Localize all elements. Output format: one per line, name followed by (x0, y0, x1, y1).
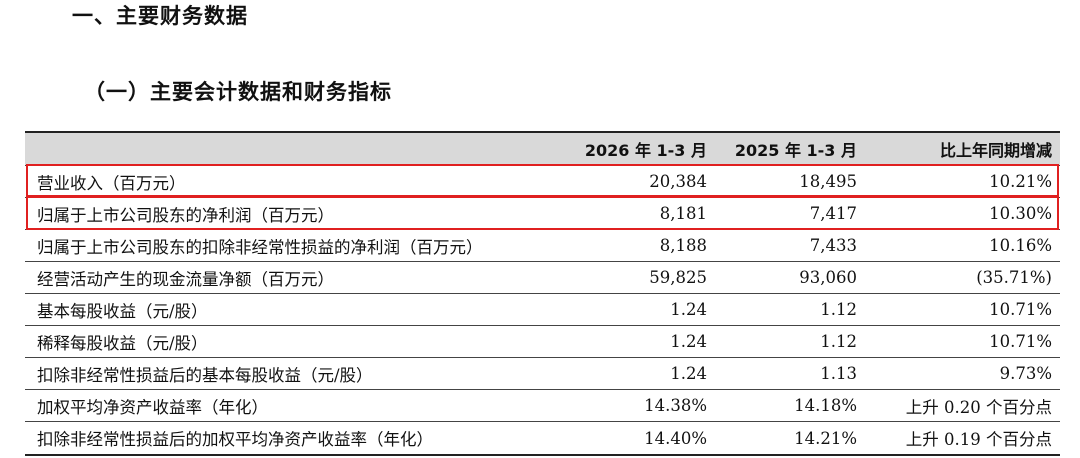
value-change: 上升 0.19 个百分点 (905, 430, 1052, 449)
value-change: 上升 0.20 个百分点 (905, 397, 1052, 417)
value-2026: 1.24 (670, 300, 707, 319)
table-row: 归属于上市公司股东的净利润（百万元） 8,181 7,417 10.30% (25, 198, 1060, 230)
value-2026: 1.24 (670, 364, 707, 383)
row-label: 基本每股收益（元/股） (37, 301, 208, 321)
table-header-row: 2026 年 1-3 月 2025 年 1-3 月 比上年同期增减 (25, 133, 1060, 166)
row-label: 扣除非经常性损益后的加权平均净资产收益率（年化） (37, 430, 433, 449)
table-row: 基本每股收益（元/股） 1.24 1.12 10.71% (25, 294, 1060, 326)
table-row: 加权平均净资产收益率（年化） 14.38% 14.18% 上升 0.20 个百分… (25, 390, 1060, 422)
financial-data-table: 2026 年 1-3 月 2025 年 1-3 月 比上年同期增减 营业收入（百… (25, 131, 1060, 456)
header-2026-q1: 2026 年 1-3 月 (584, 141, 707, 160)
value-2026: 8,181 (659, 204, 707, 223)
value-2025: 7,433 (809, 236, 857, 255)
table-row: 稀释每股收益（元/股） 1.24 1.12 10.71% (25, 326, 1060, 358)
value-change: (35.71%) (976, 268, 1052, 287)
subsection-title: （一）主要会计数据和财务指标 (84, 80, 392, 104)
row-label: 稀释每股收益（元/股） (37, 333, 208, 353)
value-change: 10.16% (989, 236, 1052, 255)
value-2025: 7,417 (809, 204, 857, 223)
row-label: 加权平均净资产收益率（年化） (37, 397, 268, 417)
row-label: 归属于上市公司股东的扣除非经常性损益的净利润（百万元） (37, 237, 483, 257)
table-row: 经营活动产生的现金流量净额（百万元） 59,825 93,060 (35.71%… (25, 262, 1060, 294)
value-2025: 14.21% (794, 428, 857, 448)
value-2025: 14.18% (794, 396, 857, 415)
row-label: 扣除非经常性损益后的基本每股收益（元/股） (37, 365, 373, 385)
value-2026: 8,188 (659, 236, 707, 255)
row-label: 营业收入（百万元） (37, 173, 186, 193)
value-2026: 20,384 (649, 172, 707, 191)
value-change: 10.71% (989, 300, 1052, 319)
header-2025-q1: 2025 年 1-3 月 (734, 141, 857, 160)
value-2025: 18,495 (799, 172, 857, 191)
value-change: 10.71% (989, 332, 1052, 351)
value-2026: 14.38% (644, 396, 707, 415)
table-row: 扣除非经常性损益后的基本每股收益（元/股） 1.24 1.13 9.73% (25, 358, 1060, 390)
table-row: 归属于上市公司股东的扣除非经常性损益的净利润（百万元） 8,188 7,433 … (25, 230, 1060, 262)
value-change: 9.73% (999, 364, 1052, 383)
value-change: 10.21% (989, 172, 1052, 191)
value-2026: 59,825 (649, 268, 707, 287)
table-row: 营业收入（百万元） 20,384 18,495 10.21% (25, 166, 1060, 198)
section-title: 一、主要财务数据 (72, 4, 248, 28)
value-2026: 14.40% (644, 428, 707, 448)
value-2025: 1.13 (820, 364, 857, 383)
value-2025: 1.12 (820, 300, 857, 319)
value-2026: 1.24 (670, 332, 707, 351)
row-label: 归属于上市公司股东的净利润（百万元） (37, 205, 334, 225)
value-2025: 1.12 (820, 332, 857, 351)
value-change: 10.30% (989, 204, 1052, 223)
header-yoy-change: 比上年同期增减 (939, 141, 1052, 160)
row-label: 经营活动产生的现金流量净额（百万元） (37, 269, 334, 289)
table-row: 扣除非经常性损益后的加权平均净资产收益率（年化） 14.40% 14.21% 上… (25, 422, 1060, 454)
value-2025: 93,060 (799, 268, 857, 287)
